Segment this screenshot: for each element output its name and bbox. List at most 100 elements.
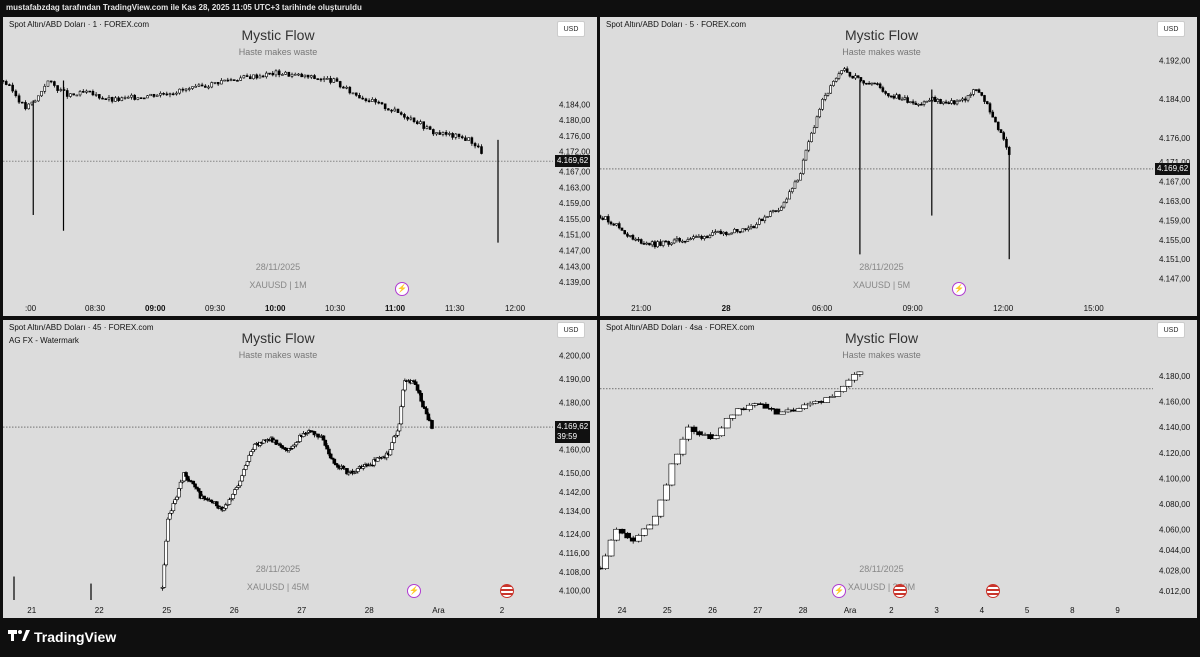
currency-button[interactable]: USD — [1157, 322, 1185, 338]
candle-body — [914, 102, 918, 105]
currency-button[interactable]: USD — [557, 21, 585, 37]
price-tick-label: 4.140,00 — [1159, 423, 1191, 432]
price-tick-label: 4.190,00 — [559, 375, 591, 384]
candle-body — [922, 101, 926, 105]
candle-body — [906, 97, 909, 103]
candle-body — [840, 385, 847, 392]
candle-body — [734, 408, 742, 416]
chart-svg[interactable]: 4.200,00 4.190,00 4.180,00 4.160,00 4.150,00… — [3, 320, 597, 618]
candle-body — [388, 449, 393, 456]
price-tick-label: 4.171,00 — [1159, 158, 1191, 167]
chart-svg[interactable]: 4.180,00 4.160,00 4.140,00 4.120,00 4.100,00… — [600, 320, 1197, 618]
candle-body — [191, 480, 196, 485]
candle-body — [424, 408, 429, 415]
candle-body — [367, 100, 371, 102]
lightning-event-icon[interactable]: ⚡ — [407, 584, 421, 598]
candle-body — [430, 420, 434, 429]
price-tick-label: 4.155,00 — [559, 215, 591, 224]
candle-body — [920, 103, 923, 106]
candle-body — [59, 89, 63, 91]
candle-body — [862, 80, 865, 84]
symbol-label[interactable]: Spot Altın/ABD Doları · 45 · FOREX.com — [9, 323, 154, 332]
candle-body — [692, 236, 695, 239]
time-tick-label: 09:00 — [903, 304, 924, 313]
watermark-subtitle: Haste makes waste — [238, 350, 318, 360]
currency-button[interactable]: USD — [1157, 21, 1185, 37]
candle-body — [675, 238, 679, 241]
candle-body — [209, 499, 214, 502]
us-flag-event-icon[interactable] — [500, 584, 514, 598]
currency-button[interactable]: USD — [557, 322, 585, 338]
candle-body — [620, 227, 624, 231]
chart-panel[interactable]: 4.180,00 4.160,00 4.140,00 4.120,00 4.100,00… — [600, 320, 1197, 618]
candle-body — [329, 78, 332, 83]
candle-body — [169, 510, 174, 514]
candle-body — [252, 443, 257, 450]
candle-body — [152, 93, 156, 97]
candle-body — [799, 173, 802, 181]
candle-body — [114, 97, 117, 102]
candle-body — [261, 75, 265, 78]
time-tick-label: 24 — [618, 606, 627, 615]
chart-panel[interactable]: 4.184,00 4.180,00 4.176,00 4.172,00 4.167,00… — [3, 17, 597, 316]
price-tick-label: 4.176,00 — [1159, 134, 1191, 143]
candle-body — [947, 102, 951, 104]
candle-body — [136, 97, 140, 100]
candle-body — [955, 100, 959, 105]
indicator-label[interactable]: AG FX - Watermark — [9, 336, 79, 345]
us-flag-event-icon[interactable] — [893, 584, 907, 598]
candle-body — [338, 81, 342, 88]
time-tick-label: 15:00 — [1084, 304, 1105, 313]
candle-body — [708, 235, 712, 239]
chart-svg[interactable]: 4.184,00 4.180,00 4.176,00 4.172,00 4.167,00… — [3, 17, 597, 316]
candle-body — [757, 403, 764, 405]
candle-body — [747, 227, 750, 231]
candle-body — [255, 74, 259, 79]
candle-body — [696, 431, 703, 436]
candle-body — [639, 239, 643, 244]
price-tick-label: 4.163,00 — [559, 183, 591, 192]
time-tick-label: 3 — [934, 606, 939, 615]
candle-body — [689, 238, 692, 240]
candle-body — [196, 488, 201, 492]
candle-body — [225, 503, 230, 506]
candle-body — [801, 404, 808, 409]
lightning-event-icon[interactable]: ⚡ — [832, 584, 846, 598]
candle-body — [280, 445, 284, 448]
candle-body — [101, 97, 104, 100]
candle-body — [892, 95, 896, 99]
time-tick-label: 12:00 — [505, 304, 526, 313]
candle-body — [651, 515, 659, 526]
candle-body — [895, 94, 898, 99]
chart-panel[interactable]: 4.200,00 4.190,00 4.180,00 4.160,00 4.150,00… — [3, 320, 597, 618]
candle-body — [162, 93, 165, 95]
candle-body — [604, 216, 607, 220]
symbol-label[interactable]: Spot Altın/ABD Doları · 1 · FOREX.com — [9, 20, 150, 29]
candle-body — [865, 82, 868, 85]
watermark-symbol: XAUUSD | 45M — [246, 582, 310, 592]
candle-body — [252, 74, 255, 80]
watermark-title: Mystic Flow — [241, 27, 315, 43]
chart-svg[interactable]: 4.192,00 4.184,00 4.176,00 4.171,00 4.167,00… — [600, 17, 1197, 316]
candle-body — [159, 93, 162, 96]
candle-body — [760, 218, 764, 222]
candle-body — [130, 94, 133, 98]
candle-body — [972, 89, 975, 95]
lightning-event-icon[interactable]: ⚡ — [952, 282, 966, 296]
symbol-label[interactable]: Spot Altın/ABD Doları · 4sa · FOREX.com — [606, 323, 755, 332]
candle-body — [768, 211, 772, 217]
candle-body — [78, 91, 82, 96]
symbol-label[interactable]: Spot Altın/ABD Doları · 5 · FOREX.com — [606, 20, 747, 29]
candle-body — [258, 75, 262, 79]
candle-body — [202, 495, 206, 499]
time-tick-label: 4 — [980, 606, 985, 615]
candle-body — [985, 101, 989, 104]
candle-body — [821, 99, 824, 110]
candle-body — [224, 504, 228, 509]
candle-body — [980, 92, 984, 96]
candle-body — [43, 85, 47, 92]
chart-panel[interactable]: 4.192,00 4.184,00 4.176,00 4.171,00 4.167,00… — [600, 17, 1197, 316]
candle-body — [480, 146, 483, 154]
us-flag-event-icon[interactable] — [986, 584, 1000, 598]
lightning-event-icon[interactable]: ⚡ — [395, 282, 409, 296]
